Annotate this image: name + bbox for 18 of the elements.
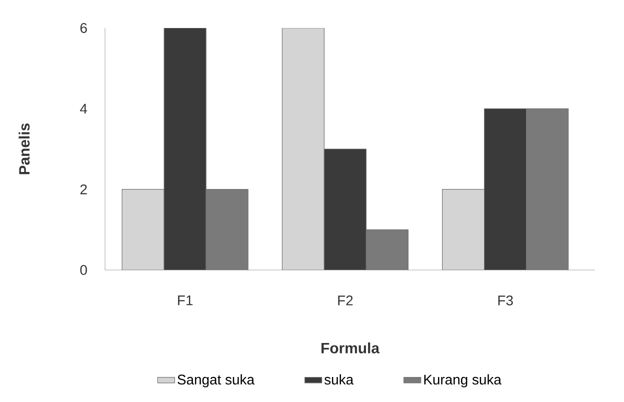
y-axis-title: Panelis — [18, 123, 30, 174]
legend-label: Sangat suka — [178, 374, 254, 388]
y-tick-label: 6 — [80, 23, 87, 33]
x-tick-label: F2 — [338, 296, 353, 306]
y-tick-label: 4 — [80, 104, 88, 114]
x-tick-label: F3 — [498, 296, 513, 306]
bar — [324, 148, 366, 270]
bar — [442, 189, 485, 270]
x-tick-label: F1 — [178, 296, 193, 306]
y-tick-label: 2 — [80, 184, 87, 194]
legend-label: suka — [324, 374, 354, 385]
bar — [484, 108, 527, 270]
bar — [282, 28, 324, 270]
bar — [122, 189, 164, 270]
bar — [164, 28, 206, 270]
legend-label: Kurang suka — [424, 374, 502, 388]
y-tick-label: 0 — [80, 265, 87, 275]
x-axis-title: Formula — [322, 342, 380, 354]
